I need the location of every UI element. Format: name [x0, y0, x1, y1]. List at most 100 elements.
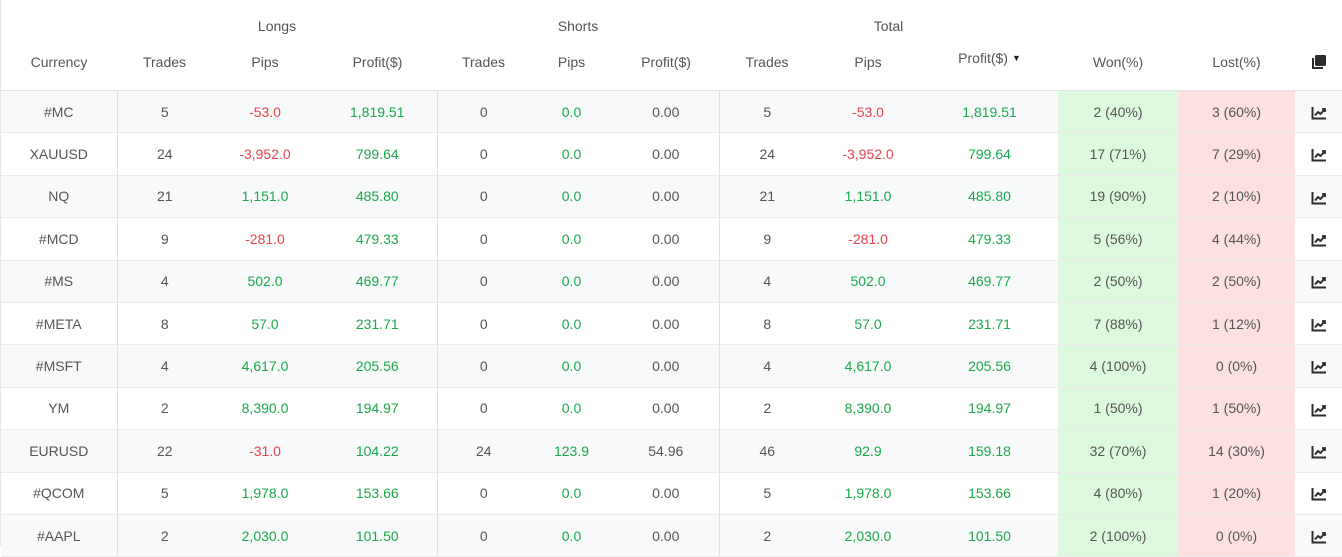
chart-line-icon: [1311, 485, 1327, 501]
col-won[interactable]: Won(%): [1058, 48, 1179, 91]
table-row[interactable]: #MSFT 4 4,617.0 205.56 0 0.0 0.00 4 4,61…: [1, 344, 1342, 388]
copy-button[interactable]: [1295, 48, 1342, 91]
chart-button[interactable]: [1295, 132, 1342, 176]
longs-profit-cell: 1,819.51: [318, 90, 438, 134]
total-trades-cell: 2: [719, 514, 816, 557]
total-pips-cell: 4,617.0: [815, 344, 922, 388]
shorts-profit-cell: 0.00: [613, 344, 720, 388]
chart-button[interactable]: [1295, 90, 1342, 134]
currency-cell[interactable]: #MC: [1, 90, 118, 134]
shorts-profit-cell: 0.00: [613, 302, 720, 346]
shorts-trades-cell: 24: [437, 429, 530, 473]
col-shorts-pips[interactable]: Pips: [530, 48, 613, 91]
won-cell: 19 (90%): [1058, 175, 1179, 219]
total-trades-cell: 5: [719, 90, 816, 134]
lost-cell: 3 (60%): [1178, 90, 1296, 134]
total-trades-cell: 2: [719, 387, 816, 431]
total-profit-cell: 469.77: [921, 260, 1059, 303]
chart-button[interactable]: [1295, 387, 1342, 431]
longs-trades-cell: 2: [117, 514, 212, 557]
col-shorts-trades[interactable]: Trades: [437, 48, 530, 91]
col-shorts-profit[interactable]: Profit($): [613, 48, 720, 91]
shorts-pips-cell: 0.0: [530, 387, 613, 431]
shorts-profit-cell: 0.00: [613, 132, 720, 176]
currency-cell[interactable]: #MS: [1, 260, 118, 303]
chart-button[interactable]: [1295, 260, 1342, 303]
chart-button[interactable]: [1295, 472, 1342, 515]
currency-cell[interactable]: NQ: [1, 175, 118, 219]
shorts-pips-cell: 0.0: [530, 217, 613, 261]
chart-line-icon: [1311, 273, 1327, 289]
col-total-trades[interactable]: Trades: [719, 48, 816, 91]
sort-down-caret-icon: ▼: [1011, 53, 1021, 63]
col-lost[interactable]: Lost(%): [1178, 48, 1296, 91]
chart-button[interactable]: [1295, 514, 1342, 557]
table-row[interactable]: #MCD 9 -281.0 479.33 0 0.0 0.00 9 -281.0…: [1, 217, 1342, 261]
longs-pips-cell: 8,390.0: [212, 387, 318, 431]
table-row[interactable]: #AAPL 2 2,030.0 101.50 0 0.0 0.00 2 2,03…: [1, 514, 1342, 557]
table-row[interactable]: #META 8 57.0 231.71 0 0.0 0.00 8 57.0 23…: [1, 302, 1342, 346]
table-row[interactable]: #MC 5 -53.0 1,819.51 0 0.0 0.00 5 -53.0 …: [1, 90, 1342, 134]
shorts-profit-cell: 0.00: [613, 217, 720, 261]
longs-profit-cell: 101.50: [318, 514, 438, 557]
total-pips-cell: 92.9: [815, 429, 922, 473]
table-row[interactable]: EURUSD 22 -31.0 104.22 24 123.9 54.96 46…: [1, 429, 1342, 473]
copy-icon: [1311, 53, 1327, 70]
won-cell: 4 (80%): [1058, 472, 1179, 515]
longs-profit-cell: 205.56: [318, 344, 438, 388]
shorts-trades-cell: 0: [437, 132, 530, 176]
shorts-trades-cell: 0: [437, 302, 530, 346]
table-row[interactable]: YM 2 8,390.0 194.97 0 0.0 0.00 2 8,390.0…: [1, 387, 1342, 431]
longs-trades-cell: 21: [117, 175, 212, 219]
col-currency[interactable]: Currency: [1, 48, 117, 91]
longs-pips-cell: 1,151.0: [212, 175, 318, 219]
shorts-pips-cell: 0.0: [530, 90, 613, 134]
total-pips-cell: 1,978.0: [815, 472, 922, 515]
col-total-profit[interactable]: Profit($) ▼: [921, 48, 1059, 91]
won-cell: 5 (56%): [1058, 217, 1179, 261]
shorts-pips-cell: 0.0: [530, 344, 613, 388]
table-row[interactable]: #QCOM 5 1,978.0 153.66 0 0.0 0.00 5 1,97…: [1, 472, 1342, 515]
table-row[interactable]: #MS 4 502.0 469.77 0 0.0 0.00 4 502.0 46…: [1, 260, 1342, 303]
chart-line-icon: [1311, 146, 1327, 162]
longs-profit-cell: 479.33: [318, 217, 438, 261]
shorts-profit-cell: 0.00: [613, 387, 720, 431]
longs-pips-cell: 2,030.0: [212, 514, 318, 557]
won-cell: 2 (50%): [1058, 260, 1179, 303]
currency-cell[interactable]: #AAPL: [1, 514, 118, 557]
chart-button[interactable]: [1295, 344, 1342, 388]
lost-cell: 1 (12%): [1178, 302, 1296, 346]
chart-button[interactable]: [1295, 175, 1342, 219]
currency-cell[interactable]: #META: [1, 302, 118, 346]
longs-pips-cell: -53.0: [212, 90, 318, 134]
table-row[interactable]: NQ 21 1,151.0 485.80 0 0.0 0.00 21 1,151…: [1, 175, 1342, 219]
chart-button[interactable]: [1295, 429, 1342, 473]
shorts-profit-cell: 0.00: [613, 260, 720, 303]
currency-cell[interactable]: XAUUSD: [1, 132, 118, 176]
won-cell: 7 (88%): [1058, 302, 1179, 346]
col-longs-trades[interactable]: Trades: [117, 48, 212, 91]
currency-cell[interactable]: EURUSD: [1, 429, 118, 473]
longs-pips-cell: 502.0: [212, 260, 318, 303]
longs-pips-cell: -3,952.0: [212, 132, 318, 176]
col-total-pips[interactable]: Pips: [815, 48, 922, 91]
currency-cell[interactable]: #MCD: [1, 217, 118, 261]
shorts-trades-cell: 0: [437, 90, 530, 134]
lost-cell: 14 (30%): [1178, 429, 1296, 473]
total-trades-cell: 21: [719, 175, 816, 219]
chart-button[interactable]: [1295, 217, 1342, 261]
group-header-spacer-right: [1058, 0, 1342, 48]
shorts-pips-cell: 123.9: [530, 429, 613, 473]
col-longs-profit[interactable]: Profit($): [318, 48, 437, 91]
won-cell: 32 (70%): [1058, 429, 1179, 473]
table-row[interactable]: XAUUSD 24 -3,952.0 799.64 0 0.0 0.00 24 …: [1, 132, 1342, 176]
group-header-total: Total: [873, 18, 904, 34]
chart-line-icon: [1311, 231, 1327, 247]
col-longs-pips[interactable]: Pips: [212, 48, 318, 91]
currency-cell[interactable]: #QCOM: [1, 472, 118, 515]
chart-button[interactable]: [1295, 302, 1342, 346]
currency-cell[interactable]: YM: [1, 387, 118, 431]
chart-line-icon: [1311, 104, 1327, 120]
currency-cell[interactable]: #MSFT: [1, 344, 118, 388]
